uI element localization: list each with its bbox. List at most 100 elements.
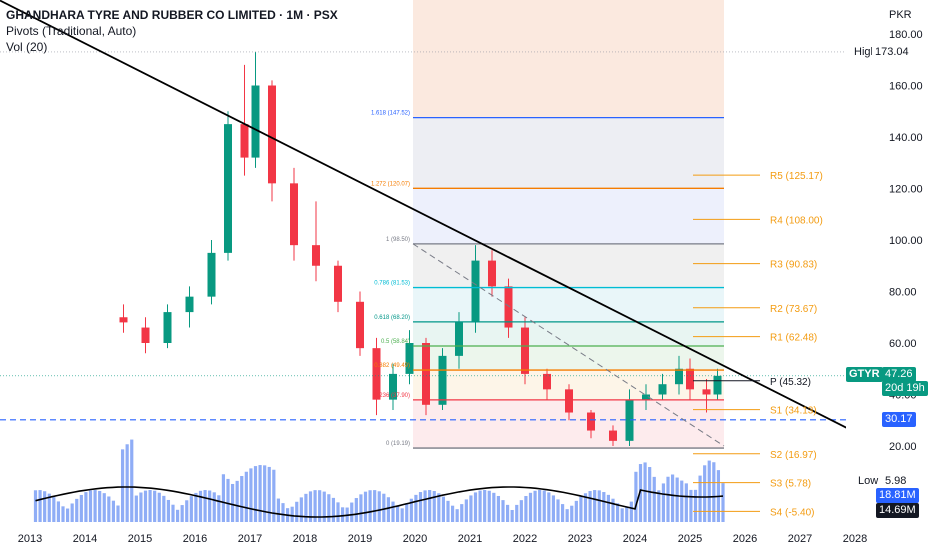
volume-bar xyxy=(217,495,221,522)
pivot-label: R3 (90.83) xyxy=(770,260,817,271)
high-value: 173.04 xyxy=(872,45,912,60)
symbol-tag[interactable]: GTYR xyxy=(846,367,883,382)
volume-indicator-label[interactable]: Vol (20) xyxy=(6,40,48,54)
volume-bar xyxy=(354,498,358,522)
time-tick: 2013 xyxy=(18,533,42,545)
volume-bar xyxy=(487,490,491,522)
candle-body xyxy=(334,265,342,302)
volume-bar xyxy=(689,489,693,522)
currency-label[interactable]: PKR xyxy=(889,9,912,21)
candle-body xyxy=(675,368,683,385)
volume-bar xyxy=(153,490,157,522)
volume-bar xyxy=(680,480,684,522)
candle-body xyxy=(119,317,128,323)
time-tick: 2018 xyxy=(293,533,317,545)
volume-bar xyxy=(331,497,336,522)
price-tick: 20.00 xyxy=(889,441,917,453)
fib-zone xyxy=(413,287,724,322)
volume-bar xyxy=(670,474,675,522)
pivot-label: R5 (125.17) xyxy=(770,171,823,182)
fib-zone xyxy=(413,117,724,189)
candle-body xyxy=(702,389,711,395)
volume-bar xyxy=(478,490,482,522)
fib-label: 0.236 (37.90) xyxy=(374,393,410,399)
volume-bar xyxy=(643,462,647,522)
time-tick: 2027 xyxy=(788,533,812,545)
volume-bar xyxy=(363,491,368,522)
candle-body xyxy=(642,394,650,400)
volume-bar xyxy=(130,439,134,522)
candle-body xyxy=(389,373,397,400)
volume-bar xyxy=(657,490,661,522)
volume-bar xyxy=(721,483,725,522)
volume-bar xyxy=(313,490,317,522)
volume-bar xyxy=(583,493,588,522)
volume-bar xyxy=(611,498,615,522)
volume-bar xyxy=(492,492,496,522)
candle-body xyxy=(290,183,298,246)
volume-bar xyxy=(230,483,235,522)
volume-bar xyxy=(84,492,88,522)
volume-bar xyxy=(340,507,345,522)
volume-bar xyxy=(666,476,670,522)
volume-bar xyxy=(290,506,294,522)
candle-layer xyxy=(119,52,722,446)
price-tick: 60.00 xyxy=(889,338,917,350)
volume-bar xyxy=(208,490,212,522)
price-tick: 80.00 xyxy=(889,287,917,299)
volume-bar xyxy=(281,503,285,522)
volume-bar xyxy=(464,499,468,522)
fib-label: 0 (19.19) xyxy=(386,441,410,447)
pivot-label: P (45.32) xyxy=(770,377,811,388)
volume-bar xyxy=(212,492,216,522)
time-tick: 2026 xyxy=(733,533,757,545)
volume-bar xyxy=(38,490,42,522)
volume-bar xyxy=(547,492,551,522)
volume-bar xyxy=(377,491,381,522)
time-tick: 2023 xyxy=(568,533,592,545)
volume-bar xyxy=(263,465,267,522)
fib-label: 1 (98.50) xyxy=(386,237,410,243)
volume-bar xyxy=(171,504,175,522)
candle-body xyxy=(488,260,496,287)
volume-bar xyxy=(258,465,262,522)
volume-bar xyxy=(675,477,679,522)
fib-zone xyxy=(413,243,724,288)
volume-bar xyxy=(510,509,514,522)
volume-bar xyxy=(98,490,102,522)
volume-bar xyxy=(450,505,455,522)
volume-bar xyxy=(629,501,633,522)
candle-body xyxy=(405,343,414,374)
volume-bar xyxy=(102,493,106,522)
volume-bar xyxy=(409,498,413,522)
volume-bar xyxy=(185,500,189,522)
pivots-indicator-label[interactable]: Pivots (Traditional, Auto) xyxy=(6,24,137,38)
volume-bar xyxy=(469,495,473,522)
price-tick: 100.00 xyxy=(889,235,923,247)
volume-bar xyxy=(579,496,583,522)
volume-bar xyxy=(70,503,74,522)
volume-bar xyxy=(322,491,326,522)
candle-body xyxy=(521,327,529,374)
volume-bar xyxy=(240,476,244,522)
pivot-label: S2 (16.97) xyxy=(770,450,817,461)
price-tick: 160.00 xyxy=(889,81,923,93)
volume-bar xyxy=(638,464,643,522)
volume-bar xyxy=(652,476,656,522)
time-tick: 2022 xyxy=(513,533,537,545)
pivot-label: R1 (62.48) xyxy=(770,333,817,344)
volume-bar xyxy=(198,490,203,522)
fib-zone xyxy=(413,345,724,371)
volume-bar xyxy=(88,490,93,522)
volume-bar xyxy=(501,500,505,522)
volume-bar xyxy=(496,495,501,522)
volume-bar xyxy=(79,494,83,522)
volume-bar xyxy=(203,490,207,522)
candle-body xyxy=(686,368,694,390)
volume-bar xyxy=(47,493,51,522)
candle-body xyxy=(268,85,276,184)
candle-body xyxy=(713,375,722,395)
volume-bar xyxy=(267,466,271,522)
